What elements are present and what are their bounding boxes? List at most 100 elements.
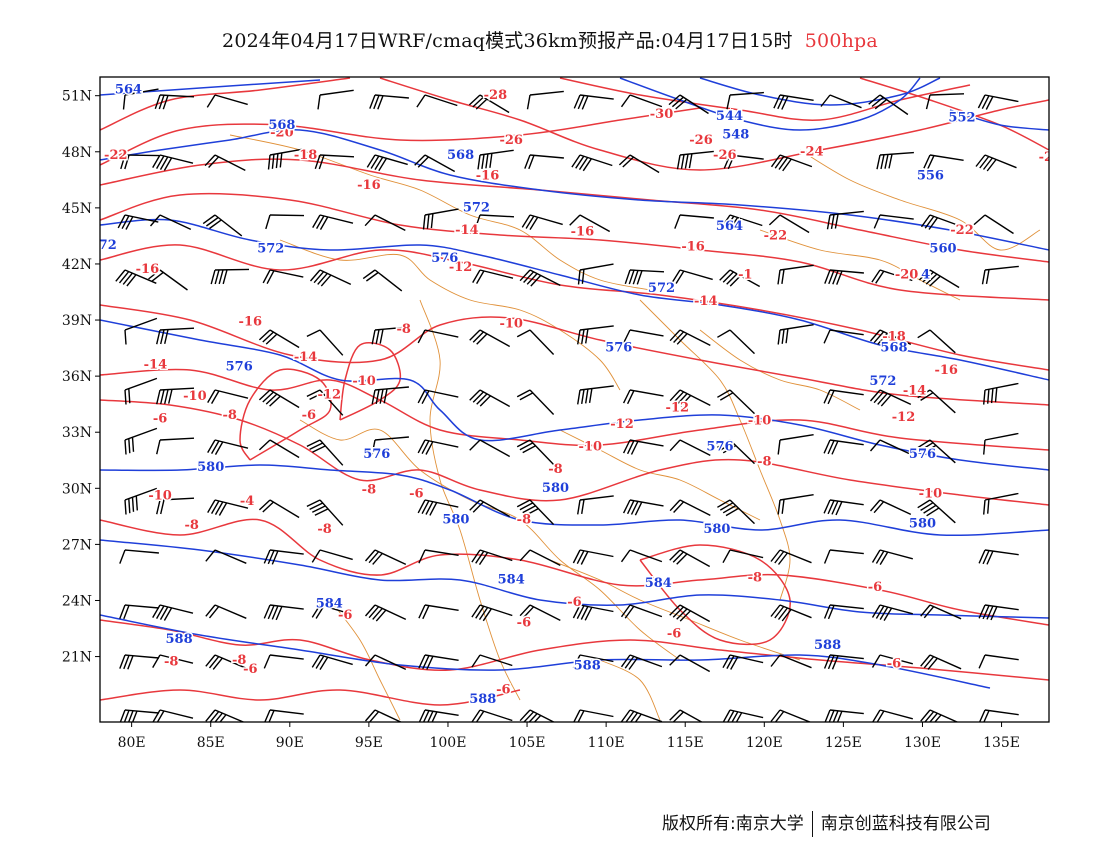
province-borders [229, 134, 1041, 721]
geopotential-height-contours [100, 77, 1049, 689]
temperature-label: -14 [294, 350, 318, 365]
temperature-contour-line [239, 368, 332, 461]
wind-barb [519, 269, 561, 287]
wind-barb [925, 93, 965, 110]
latitude-axis: 51N 48N 45N 42N 39N 36N 33N 30N 27N 24N 21N [62, 89, 100, 666]
wind-barb [981, 265, 1019, 285]
height-contour-line [100, 79, 321, 96]
border-line [759, 229, 961, 301]
temperature-label: -8 [548, 462, 562, 477]
wind-barb [258, 389, 300, 409]
wind-barb [620, 94, 663, 108]
temperature-label: -2 [1039, 150, 1053, 165]
height-label: 580 [442, 513, 469, 528]
height-label: 552 [948, 111, 975, 126]
wind-barb [414, 154, 456, 173]
height-label: 572 [90, 238, 117, 253]
wind-barb [418, 709, 459, 722]
lon-tick-label: 100E [429, 735, 466, 751]
wind-barb [669, 604, 711, 623]
temperature-label: -14 [144, 357, 168, 372]
temperature-contour-line [100, 368, 1049, 451]
wind-barb [917, 329, 956, 354]
wind-barb [770, 709, 812, 722]
temperature-label: -10 [579, 440, 603, 455]
temperature-label: -14 [694, 294, 718, 309]
border-line [699, 329, 861, 411]
wind-barb [973, 214, 1014, 235]
wind-barb [622, 499, 664, 516]
wind-barb [262, 269, 304, 285]
wind-barb [770, 604, 812, 622]
wind-barb [918, 269, 960, 289]
wind-barb [418, 604, 459, 620]
border-line [559, 429, 761, 521]
wind-barb [773, 94, 814, 110]
wind-barb [306, 499, 344, 526]
wind-barb [777, 264, 814, 285]
temperature-label: -8 [232, 653, 246, 668]
wind-barb [422, 208, 459, 230]
wind-barb [674, 214, 714, 229]
height-label: 572 [257, 242, 284, 257]
temperature-label: -8 [362, 483, 376, 498]
temperature-label: -16 [476, 169, 500, 184]
wind-barb [258, 329, 300, 349]
wind-barb [524, 154, 564, 170]
wind-barb [823, 499, 864, 516]
lat-tick-label: 24N [62, 593, 92, 609]
plot-area: -28-30-20-22-26 -26-26 -24 -2-18-16-16-16-1… [90, 77, 1053, 722]
temperature-label: -12 [666, 400, 690, 415]
height-label: 4 [921, 268, 930, 283]
border-line [279, 239, 621, 391]
temperature-label: -22 [764, 228, 788, 243]
temperature-label: -10 [499, 316, 523, 331]
lon-tick-label: 80E [118, 735, 146, 751]
temperature-label: -6 [338, 608, 352, 623]
temperature-label: -16 [571, 225, 595, 240]
height-label: 576 [226, 359, 253, 374]
lon-tick-label: 95E [355, 735, 383, 751]
chart-title: 2024年04月17日WRF/cmaq模式36km预报产品:04月17日15时 5… [0, 26, 1100, 53]
wind-barb [124, 317, 158, 345]
wind-barb [516, 329, 555, 355]
wind-barb [977, 94, 1019, 110]
wind-barb [469, 499, 511, 518]
wind-barb [205, 604, 247, 619]
height-label: 588 [814, 638, 841, 653]
temperature-label: -8 [748, 571, 762, 586]
wind-barb [469, 389, 511, 408]
temperature-label: -16 [681, 240, 705, 255]
longitude-axis: 80E 85E 90E 95E 100E 105E 110E 115E 120E 125E 130E… [118, 722, 1020, 751]
wind-barb [156, 497, 195, 515]
wind-barb [519, 604, 561, 622]
wind-barb [156, 327, 195, 345]
temperature-label: -26 [713, 148, 737, 163]
border-line [599, 659, 661, 721]
temperature-label: -12 [610, 417, 634, 432]
wind-barb [371, 436, 409, 455]
temperature-contour-line [100, 689, 521, 706]
copyright-text: 版权所有:南京大学 [662, 814, 804, 834]
height-label: 576 [605, 341, 632, 356]
temperature-label: -14 [903, 384, 927, 399]
wind-barb [519, 549, 561, 567]
wind-barb [917, 389, 956, 414]
temperature-label: -8 [184, 518, 198, 533]
wind-barb [117, 214, 159, 230]
wind-barb [572, 604, 614, 621]
wind-barbs [115, 88, 1019, 722]
lon-tick-label: 90E [276, 735, 304, 751]
height-label: 564 [115, 83, 142, 98]
wind-barb [669, 439, 711, 457]
wind-barb [920, 654, 962, 670]
wind-barb [620, 604, 663, 619]
wind-barb [622, 389, 664, 405]
lon-tick-label: 120E [746, 735, 783, 751]
wind-barb [978, 654, 1019, 669]
wind-barb [620, 709, 663, 722]
wind-barb [119, 654, 159, 670]
wind-barb [311, 654, 353, 670]
temperature-contour-line [100, 192, 1049, 301]
height-label: 572 [463, 200, 490, 215]
